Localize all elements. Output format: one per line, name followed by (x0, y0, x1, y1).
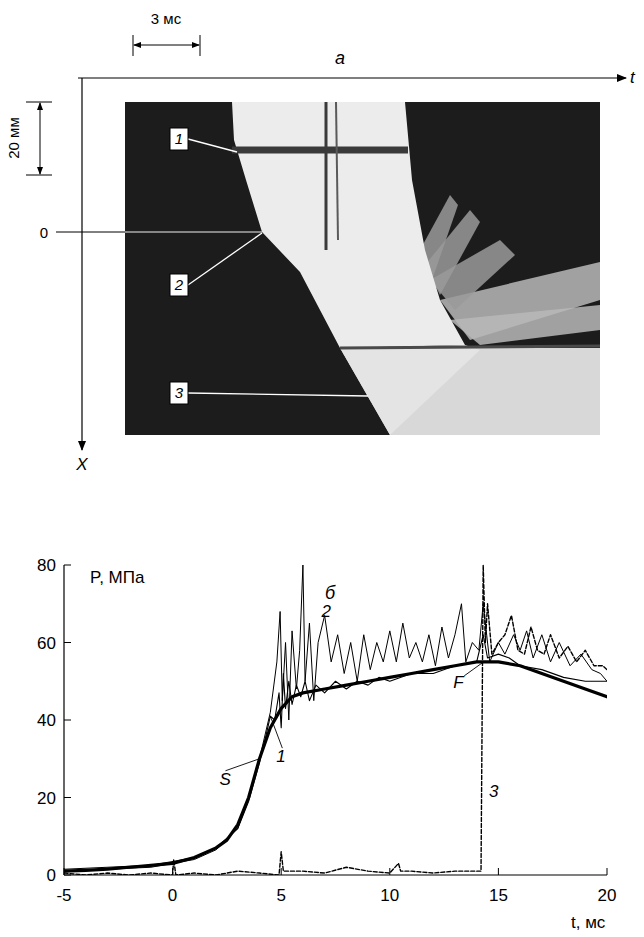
x-tick (281, 868, 282, 875)
series-label: S (219, 770, 231, 789)
series-line (64, 565, 607, 875)
time-scale-label: 3 мс (151, 10, 182, 27)
x-axis-line (64, 874, 607, 875)
plot-data (64, 565, 607, 875)
marker-leader (188, 393, 368, 396)
photo-streak (450, 305, 600, 345)
marker-leader (188, 139, 237, 152)
x-tick-label: 5 (276, 886, 285, 905)
y-tick (64, 875, 71, 876)
photo-dark-line (340, 346, 600, 348)
origin-line (125, 232, 262, 233)
t-axis (78, 77, 626, 78)
time-scale-tick (200, 35, 201, 56)
length-scale-bar (40, 103, 41, 174)
photo-dark-line (232, 147, 408, 154)
y-tick-label: 0 (47, 866, 56, 885)
marker-label: 2 (174, 276, 184, 293)
y-axis-title: P, МПа (90, 568, 145, 587)
x-tick-label: 10 (380, 886, 399, 905)
photo-dark-line (336, 102, 338, 240)
time-scale-bar (134, 45, 199, 46)
length-scale-tick (26, 102, 52, 103)
series-label: 1 (276, 747, 285, 766)
length-scale-tick (26, 175, 52, 176)
x-axis-title: t, мс (571, 913, 606, 932)
photo-background (125, 102, 600, 435)
marker-label: 1 (175, 130, 183, 147)
x-tick-label: 20 (598, 886, 617, 905)
marker-label: 3 (175, 384, 184, 401)
figure: tXa3 мс20 мм0123020406080-505101520P, МП… (0, 0, 644, 937)
photo (125, 102, 600, 435)
x-tick (498, 868, 499, 875)
y-tick (64, 565, 71, 566)
y-tick (64, 797, 71, 798)
origin-line (56, 232, 125, 233)
y-tick-label: 60 (37, 634, 56, 653)
series-labels: S 1 2 3 F (219, 602, 499, 801)
series-line (64, 565, 607, 871)
time-scale-tick (133, 35, 134, 56)
panel-label: a (335, 48, 345, 68)
photo-dark-line (325, 102, 328, 250)
x-axis-label: X (75, 455, 88, 474)
origin-label: 0 (40, 224, 48, 241)
series-label: 3 (489, 782, 499, 801)
y-tick-label: 40 (37, 711, 56, 730)
photo-bright-region (232, 102, 465, 348)
t-axis-label: t (630, 68, 636, 87)
marker-leader (188, 233, 262, 285)
y-tick (64, 642, 71, 643)
photo-bright-region-lower (340, 345, 480, 435)
x-tick (607, 868, 608, 875)
marker-box (170, 382, 188, 404)
marker-box (170, 128, 188, 150)
annotation-leader (464, 663, 482, 676)
x-tick (389, 868, 390, 875)
y-tick-label: 80 (37, 556, 56, 575)
series-label: 2 (320, 602, 331, 621)
annotation-label: F (453, 673, 465, 692)
panel-b: 020406080-505101520P, МПаt, мсбS123F (37, 556, 616, 932)
x-axis (81, 78, 82, 450)
series-line (64, 635, 607, 869)
label-leader (270, 716, 282, 748)
x-tick-label: 0 (168, 886, 177, 905)
y-tick-label: 20 (37, 789, 56, 808)
length-scale-label: 20 мм (5, 117, 22, 158)
marker-box (170, 274, 188, 296)
panel-a: t Xa 3 мс 20 мм 0 1 2 3 (5, 10, 636, 474)
y-tick (64, 720, 71, 721)
x-tick-label: -5 (56, 886, 71, 905)
x-tick-label: 15 (489, 886, 508, 905)
series-line (64, 662, 607, 871)
panel-label: б (325, 583, 336, 603)
